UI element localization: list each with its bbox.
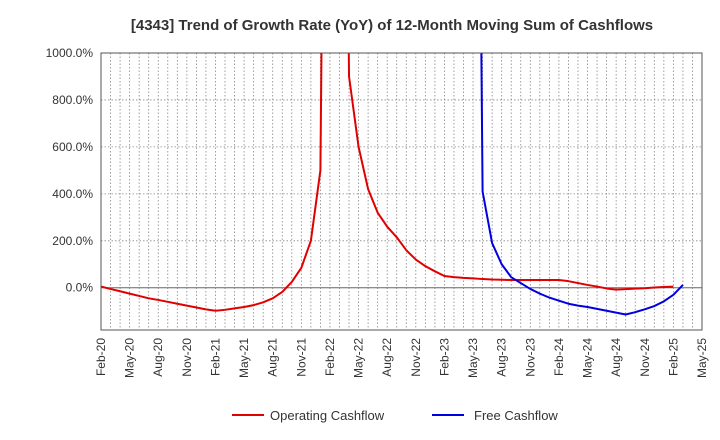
x-tick-label: Aug-20 [151,338,165,377]
x-tick-label: Feb-25 [666,338,680,376]
x-tick-label: Nov-23 [523,338,537,377]
series-line-operating-cashflow [101,53,674,312]
x-tick-label: Feb-21 [208,338,222,376]
y-tick-label: 1000.0% [46,46,94,60]
x-tick-label: Feb-22 [323,338,337,376]
x-tick-label: May-21 [237,338,251,378]
y-tick-label: 600.0% [52,140,93,154]
y-axis-ticks: 0.0% 200.0% 400.0% 600.0% 800.0% 1000.0% [46,46,94,295]
x-tick-label: May-20 [123,338,137,378]
grid [101,53,702,330]
x-tick-label: Nov-24 [638,338,652,377]
x-tick-label: Nov-21 [294,338,308,377]
x-tick-label: Feb-23 [437,338,451,376]
legend: Operating Cashflow Free Cashflow [232,408,558,423]
y-tick-label: 800.0% [52,93,93,107]
plot-frame [100,52,703,331]
x-tick-label: Aug-23 [495,338,509,377]
x-tick-label: Feb-20 [94,338,108,376]
x-tick-label: Nov-22 [409,338,423,377]
y-tick-label: 200.0% [52,234,93,248]
series-line-free-cashflow [480,53,684,316]
x-tick-label: Feb-24 [552,338,566,376]
y-tick-label: 0.0% [66,281,94,295]
y-tick-label: 400.0% [52,187,93,201]
legend-label-operating-cashflow: Operating Cashflow [270,408,385,423]
x-tick-label: May-24 [581,338,595,378]
x-tick-label: Nov-20 [180,338,194,377]
x-tick-label: May-25 [695,338,709,378]
x-tick-label: Aug-21 [266,338,280,377]
x-tick-label: May-22 [352,338,366,378]
x-axis-ticks: Feb-20 May-20 Aug-20 Nov-20 Feb-21 May-21 Aug-… [94,338,709,378]
series-layer [101,53,684,316]
x-tick-label: Aug-24 [609,338,623,377]
x-tick-label: May-23 [466,338,480,378]
x-tick-label: Aug-22 [380,338,394,377]
chart-title: [4343] Trend of Growth Rate (YoY) of 12-… [131,17,653,34]
legend-label-free-cashflow: Free Cashflow [474,408,558,423]
